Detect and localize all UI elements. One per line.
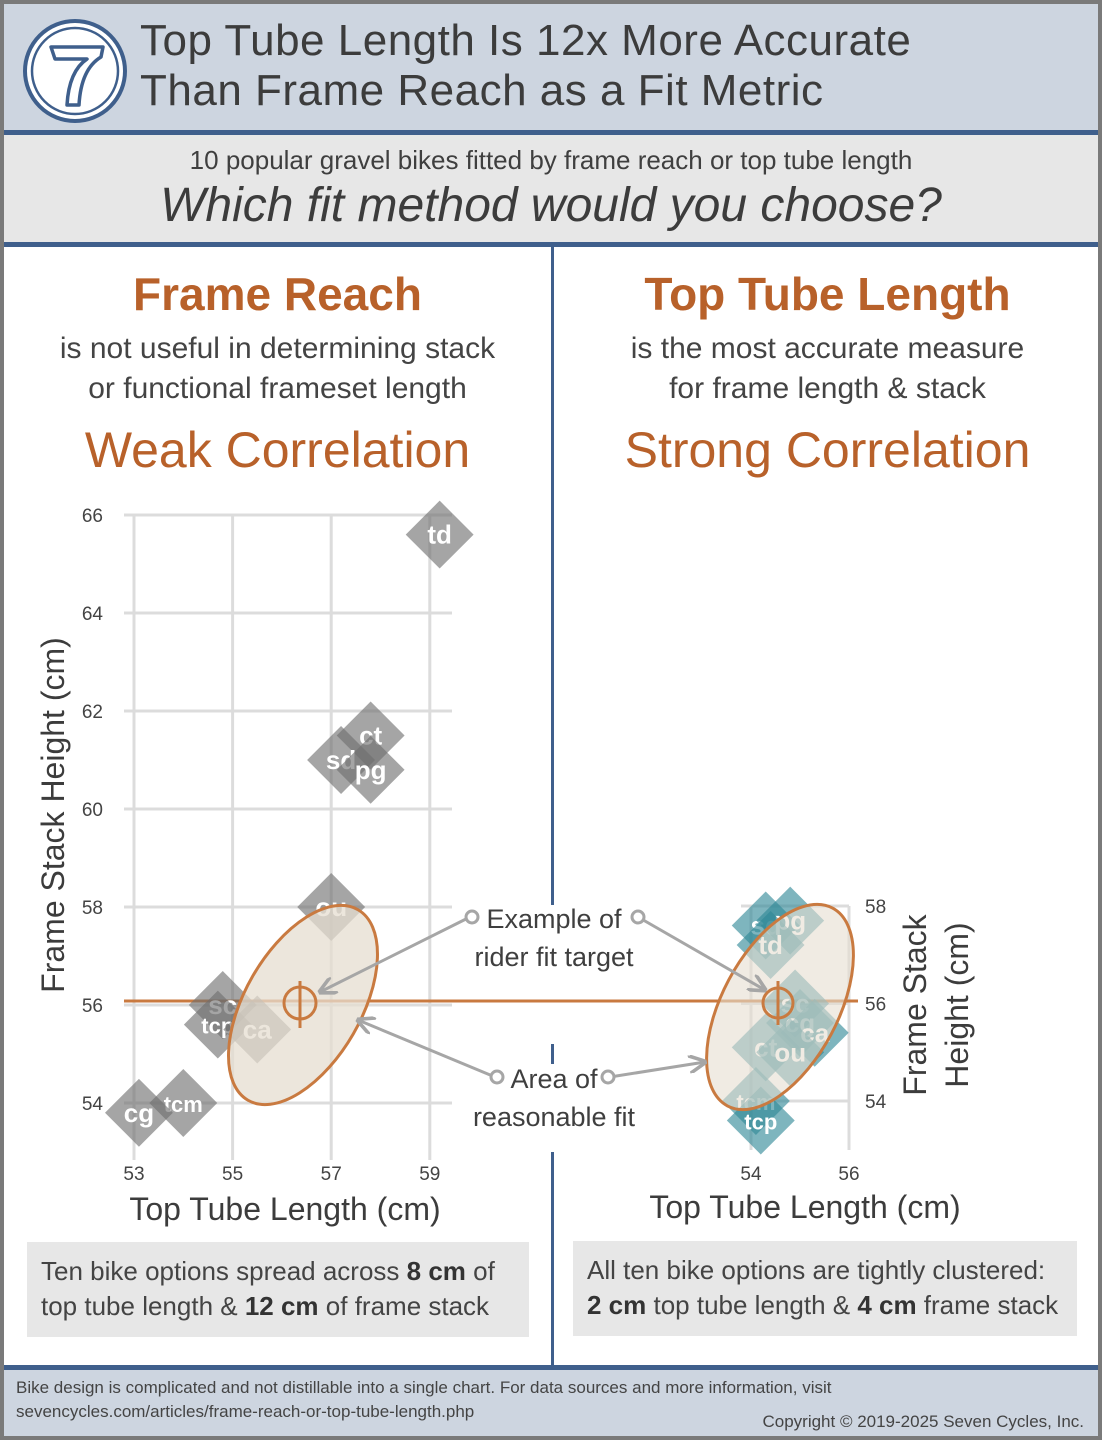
svg-text:Height (cm): Height (cm)	[939, 922, 975, 1087]
left-description: is not useful in determining stack or fu…	[4, 329, 551, 409]
note-emphasis: 4 cm	[857, 1290, 917, 1320]
note-emphasis: 12 cm	[244, 1291, 319, 1321]
seven-logo-icon	[23, 19, 127, 123]
left-target-icon	[282, 981, 318, 1028]
title-line-2: Than Frame Reach as a Fit Metric	[140, 66, 824, 115]
annotation-area: Area of reasonable fit	[454, 1060, 654, 1136]
column-divider-mid	[551, 1044, 554, 1064]
svg-text:Top Tube Length (cm): Top Tube Length (cm)	[649, 1189, 960, 1225]
header: Top Tube Length Is 12x More Accurate Tha…	[4, 4, 1098, 130]
left-heading: Frame Reach	[133, 268, 422, 320]
footer-link[interactable]: sevencycles.com/articles/frame-reach-or-…	[16, 1402, 475, 1421]
header-divider	[4, 130, 1098, 135]
svg-text:60: 60	[82, 800, 103, 821]
svg-text:64: 64	[82, 604, 104, 625]
column-divider-bottom	[551, 1152, 554, 1365]
right-summary-note: All ten bike options are tightly cluster…	[573, 1241, 1077, 1336]
note-text: Ten bike options spread across	[41, 1256, 407, 1286]
annotation-target-line-1: Example of	[486, 904, 622, 934]
note-text: of	[465, 1256, 495, 1286]
subheader-question: Which fit method would you choose?	[160, 179, 942, 232]
svg-text:58: 58	[82, 898, 103, 919]
note-text: top tube length &	[646, 1290, 858, 1320]
right-correlation: Strong Correlation	[624, 422, 1031, 478]
right-target-icon	[761, 981, 795, 1025]
right-desc-line-2: for frame length & stack	[669, 372, 986, 405]
left-column: Frame Reach is not useful in determining…	[4, 247, 551, 479]
note-text: of frame stack	[318, 1291, 490, 1321]
annotation-target: Example of rider fit target	[454, 900, 654, 976]
svg-text:54: 54	[82, 1094, 104, 1115]
footer-text: Bike design is complicated and not disti…	[16, 1378, 832, 1397]
svg-text:tcp: tcp	[744, 1110, 777, 1135]
svg-text:Frame Stack Height (cm): Frame Stack Height (cm)	[35, 637, 71, 993]
annotation-target-line-2: rider fit target	[474, 942, 634, 972]
svg-text:td: td	[427, 520, 452, 550]
svg-text:66: 66	[82, 506, 103, 527]
svg-text:pg: pg	[355, 755, 387, 785]
svg-text:cg: cg	[124, 1098, 154, 1128]
svg-text:54: 54	[740, 1164, 762, 1185]
note-text: top tube length &	[41, 1291, 245, 1321]
svg-text:57: 57	[321, 1164, 342, 1185]
annotation-area-line-2: reasonable fit	[472, 1102, 636, 1132]
footer-divider	[4, 1365, 1098, 1370]
right-column: Top Tube Length is the most accurate mea…	[554, 247, 1101, 479]
data-point-td	[405, 500, 474, 569]
right-heading: Top Tube Length	[644, 268, 1011, 320]
annotation-area-line-1: Area of	[510, 1064, 598, 1094]
footer: Bike design is complicated and not disti…	[4, 1370, 1098, 1436]
note-emphasis: 8 cm	[406, 1256, 466, 1286]
right-description: is the most accurate measure for frame l…	[554, 329, 1101, 409]
left-correlation: Weak Correlation	[84, 422, 471, 478]
title-line-1: Top Tube Length Is 12x More Accurate	[140, 16, 912, 65]
left-desc-line-2: or functional frameset length	[88, 372, 467, 405]
note-emphasis: 2 cm	[587, 1290, 647, 1320]
copyright: Copyright © 2019-2025 Seven Cycles, Inc.	[762, 1412, 1084, 1431]
svg-text:53: 53	[123, 1164, 144, 1185]
subheader-text: 10 popular gravel bikes fitted by frame …	[189, 145, 913, 175]
left-desc-line-1: is not useful in determining stack	[59, 332, 496, 365]
data-point-pg	[336, 735, 405, 804]
svg-text:62: 62	[82, 702, 103, 723]
page-title: Top Tube Length Is 12x More Accurate Tha…	[140, 16, 911, 116]
svg-text:56: 56	[838, 1164, 859, 1185]
right-fit-area	[705, 902, 855, 1112]
svg-text:Frame Stack: Frame Stack	[897, 913, 933, 1095]
note-text: All ten bike options are tightly cluster…	[587, 1255, 1046, 1285]
svg-text:59: 59	[419, 1164, 440, 1185]
subheader: 10 popular gravel bikes fitted by frame …	[4, 135, 1098, 242]
infographic: Top Tube Length Is 12x More Accurate Tha…	[4, 4, 1098, 1436]
svg-text:56: 56	[865, 995, 886, 1016]
svg-text:Top Tube Length (cm): Top Tube Length (cm)	[129, 1191, 440, 1227]
subheader-divider	[4, 242, 1098, 247]
svg-text:54: 54	[865, 1092, 887, 1113]
note-text: frame stack	[916, 1290, 1059, 1320]
right-desc-line-1: is the most accurate measure	[630, 332, 1025, 365]
svg-text:55: 55	[222, 1164, 243, 1185]
column-divider	[551, 247, 554, 905]
left-summary-note: Ten bike options spread across 8 cm of t…	[27, 1242, 529, 1337]
svg-text:56: 56	[82, 996, 103, 1017]
svg-text:58: 58	[865, 897, 886, 918]
